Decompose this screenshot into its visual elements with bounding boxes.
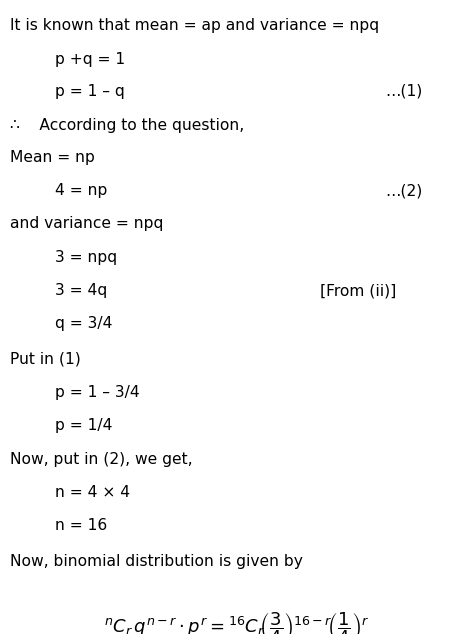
Text: [From (ii)]: [From (ii)] (320, 283, 396, 298)
Text: 3 = npq: 3 = npq (55, 250, 117, 265)
Text: …(1): …(1) (385, 84, 422, 99)
Text: Mean = np: Mean = np (10, 150, 95, 165)
Text: p = 1 – q: p = 1 – q (55, 84, 125, 99)
Text: Now, put in (2), we get,: Now, put in (2), we get, (10, 452, 192, 467)
Text: 3 = 4q: 3 = 4q (55, 283, 107, 298)
Text: n = 4 × 4: n = 4 × 4 (55, 485, 130, 500)
Text: 4 = np: 4 = np (55, 183, 108, 198)
Text: …(2): …(2) (385, 183, 422, 198)
Text: Now, binomial distribution is given by: Now, binomial distribution is given by (10, 554, 303, 569)
Text: p = 1/4: p = 1/4 (55, 418, 112, 433)
Text: It is known that mean = ap and variance = npq: It is known that mean = ap and variance … (10, 18, 379, 33)
Text: ∴    According to the question,: ∴ According to the question, (10, 118, 244, 133)
Text: and variance = npq: and variance = npq (10, 216, 164, 231)
Text: Put in (1): Put in (1) (10, 352, 81, 367)
Text: p +q = 1: p +q = 1 (55, 52, 125, 67)
Text: q = 3/4: q = 3/4 (55, 316, 112, 331)
Text: ${}^nC_r\,q^{n-r}\cdot p^r = {}^{16}C_r\!\left(\dfrac{3}{4}\right)^{16-r}\!\left: ${}^nC_r\,q^{n-r}\cdot p^r = {}^{16}C_r\… (104, 610, 370, 634)
Text: n = 16: n = 16 (55, 518, 107, 533)
Text: p = 1 – 3/4: p = 1 – 3/4 (55, 385, 140, 400)
